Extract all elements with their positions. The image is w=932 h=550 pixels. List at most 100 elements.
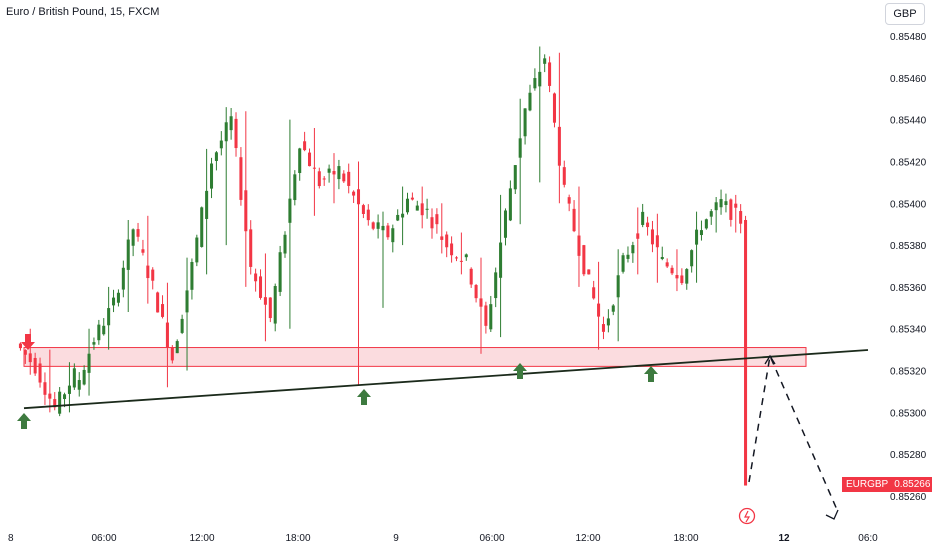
candle-body — [386, 225, 390, 238]
candle-body — [719, 199, 723, 208]
candle-body — [28, 353, 32, 363]
candle-body — [63, 394, 67, 400]
candle-body — [381, 225, 385, 231]
candle-body — [312, 167, 316, 169]
y-tick-label: 0.85440 — [890, 116, 927, 127]
candle-body — [503, 210, 508, 238]
candle-body — [405, 198, 410, 213]
x-tick-label: 06:00 — [479, 533, 504, 544]
candle-body — [631, 245, 635, 254]
arrow-up-icon — [513, 363, 527, 379]
candle-body — [352, 191, 356, 196]
candle-body — [239, 157, 243, 200]
candle-body — [156, 292, 160, 313]
support-zone — [23, 347, 807, 367]
candle-body — [141, 249, 145, 253]
candle-body — [474, 285, 478, 299]
x-tick-label: 18:00 — [285, 533, 310, 544]
projection-dashed-line — [748, 353, 839, 513]
candle-body — [136, 229, 140, 237]
currency-button[interactable]: GBP — [885, 3, 925, 25]
candle-body — [219, 140, 223, 149]
candle-body — [499, 242, 503, 278]
candle-body — [690, 250, 694, 267]
candle-body — [616, 275, 620, 298]
candle-body — [190, 262, 194, 290]
candle-body — [278, 252, 282, 292]
candle-body — [72, 368, 76, 388]
candle-body — [283, 234, 287, 254]
candle-body — [567, 197, 571, 204]
candle-body — [695, 229, 699, 245]
candle-body — [347, 171, 351, 186]
candle-body — [445, 234, 449, 248]
last-price-label: EURGBP 0.85266 — [842, 477, 932, 492]
x-tick-label: 12:00 — [575, 533, 600, 544]
candle-body — [342, 173, 346, 182]
candle-body — [552, 93, 556, 123]
candle-body — [636, 233, 640, 239]
candle-body — [577, 235, 581, 256]
candle-body — [146, 265, 150, 279]
candle-body — [303, 141, 307, 151]
candle-body — [734, 203, 738, 208]
candle-body — [709, 211, 713, 217]
candle-body — [646, 222, 650, 228]
candle-body — [322, 178, 326, 180]
candle-body — [200, 207, 204, 247]
candle-body — [420, 203, 424, 216]
candle-body — [494, 272, 498, 299]
arrow-up-shape — [644, 366, 658, 382]
y-tick-label: 0.85340 — [890, 325, 927, 336]
candle-body — [450, 243, 454, 256]
x-tick-label: 18:00 — [673, 533, 698, 544]
candle-body — [714, 202, 718, 211]
last-price-symbol: EURGBP — [846, 479, 889, 490]
candle-body — [121, 267, 125, 290]
candle-body — [361, 205, 365, 214]
candle-body — [195, 237, 199, 263]
candle-body — [210, 163, 214, 189]
candle-body — [214, 152, 218, 161]
candle-body — [175, 341, 179, 354]
candle-body — [430, 217, 434, 229]
candle-body — [254, 273, 258, 282]
arrow-down-shape — [21, 334, 35, 350]
candle-body — [131, 229, 135, 246]
candle-body — [263, 297, 267, 305]
arrow-down-icon — [21, 334, 35, 350]
candle-body — [92, 342, 96, 345]
candle-body — [33, 357, 37, 374]
x-tick-label: 12:00 — [189, 533, 214, 544]
ascending-trendline — [23, 349, 869, 410]
price-axis[interactable]: 0.85480 0.85460 0.85440 0.85420 0.85400 0.853… — [890, 32, 927, 503]
x-tick-label: 06:0 — [858, 533, 878, 544]
candle-body — [43, 382, 47, 395]
candle-body — [626, 254, 630, 259]
candle-body — [307, 152, 312, 167]
candle-body — [112, 297, 116, 306]
time-axis[interactable]: 8 06:00 12:00 18:00 9 06:00 12:00 18:00 12 06:0 — [8, 533, 878, 544]
candle-body — [489, 304, 493, 330]
candle-body — [415, 205, 419, 211]
y-tick-label: 0.85260 — [890, 492, 927, 503]
candle-body — [410, 197, 414, 200]
candle-body — [234, 118, 238, 149]
candle-body — [587, 269, 591, 275]
candle-body — [18, 343, 22, 349]
candle-body — [249, 229, 253, 267]
event-circle — [738, 507, 756, 525]
y-tick-label: 0.85480 — [890, 32, 927, 43]
candle-body — [650, 229, 654, 245]
candle-body — [665, 262, 669, 267]
candle-body — [464, 254, 468, 258]
candle-body — [538, 71, 542, 87]
candle-body — [425, 208, 429, 210]
candle-body — [205, 190, 209, 219]
arrow-up-icon — [17, 413, 31, 429]
candle-body — [244, 190, 248, 232]
projection-peak-icon — [764, 354, 776, 365]
candle-body — [469, 268, 473, 285]
support-zone-rect — [23, 347, 807, 367]
